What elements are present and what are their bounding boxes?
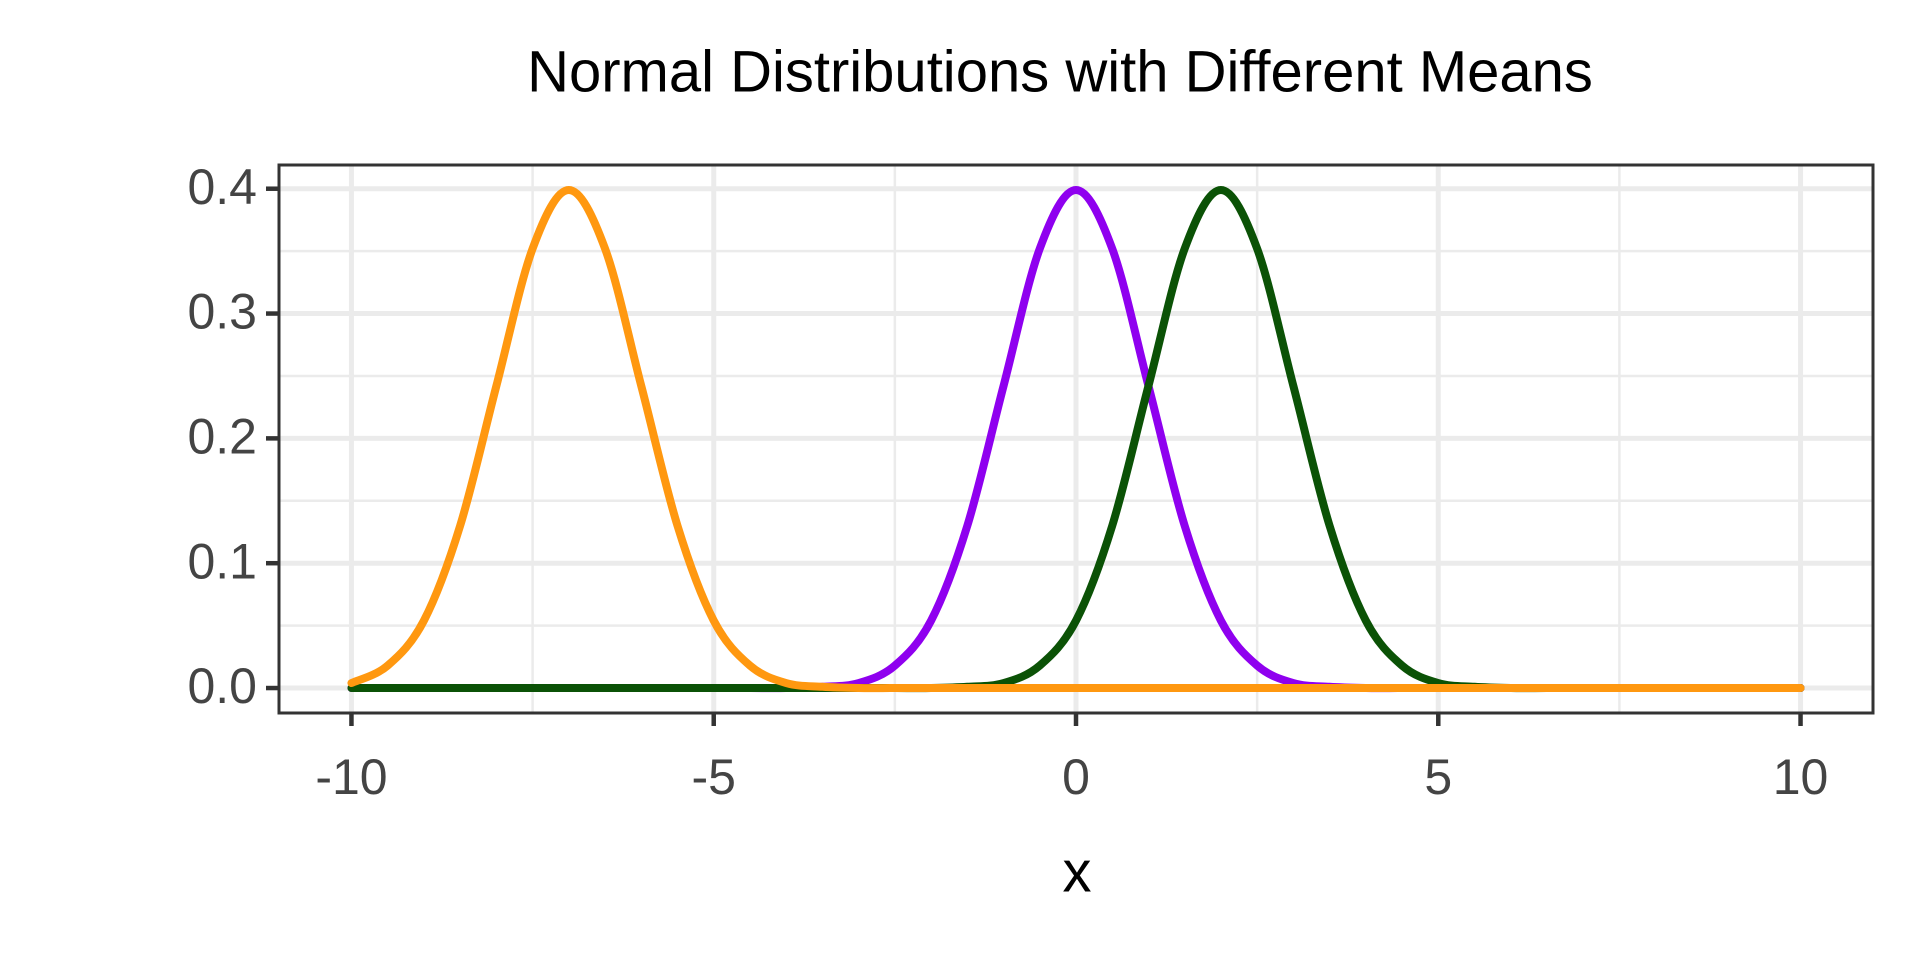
series-line [347,185,1805,693]
chart-title: Normal Distributions with Different Mean… [527,39,1593,104]
x-tick-label: 0 [1062,749,1090,805]
panel-border [277,163,1875,715]
y-tick-label: 0.1 [187,533,257,589]
y-tick-label: 0.3 [187,284,257,340]
x-tick-label: -5 [691,749,735,805]
x-tick-label: 10 [1773,749,1829,805]
x-tick-label: -10 [315,749,387,805]
x-tick-label: 5 [1424,749,1452,805]
x-axis-label: x [1063,839,1092,904]
y-tick-label: 0.0 [187,658,257,714]
y-tick-label: 0.4 [187,159,257,215]
y-tick-label: 0.2 [187,409,257,465]
